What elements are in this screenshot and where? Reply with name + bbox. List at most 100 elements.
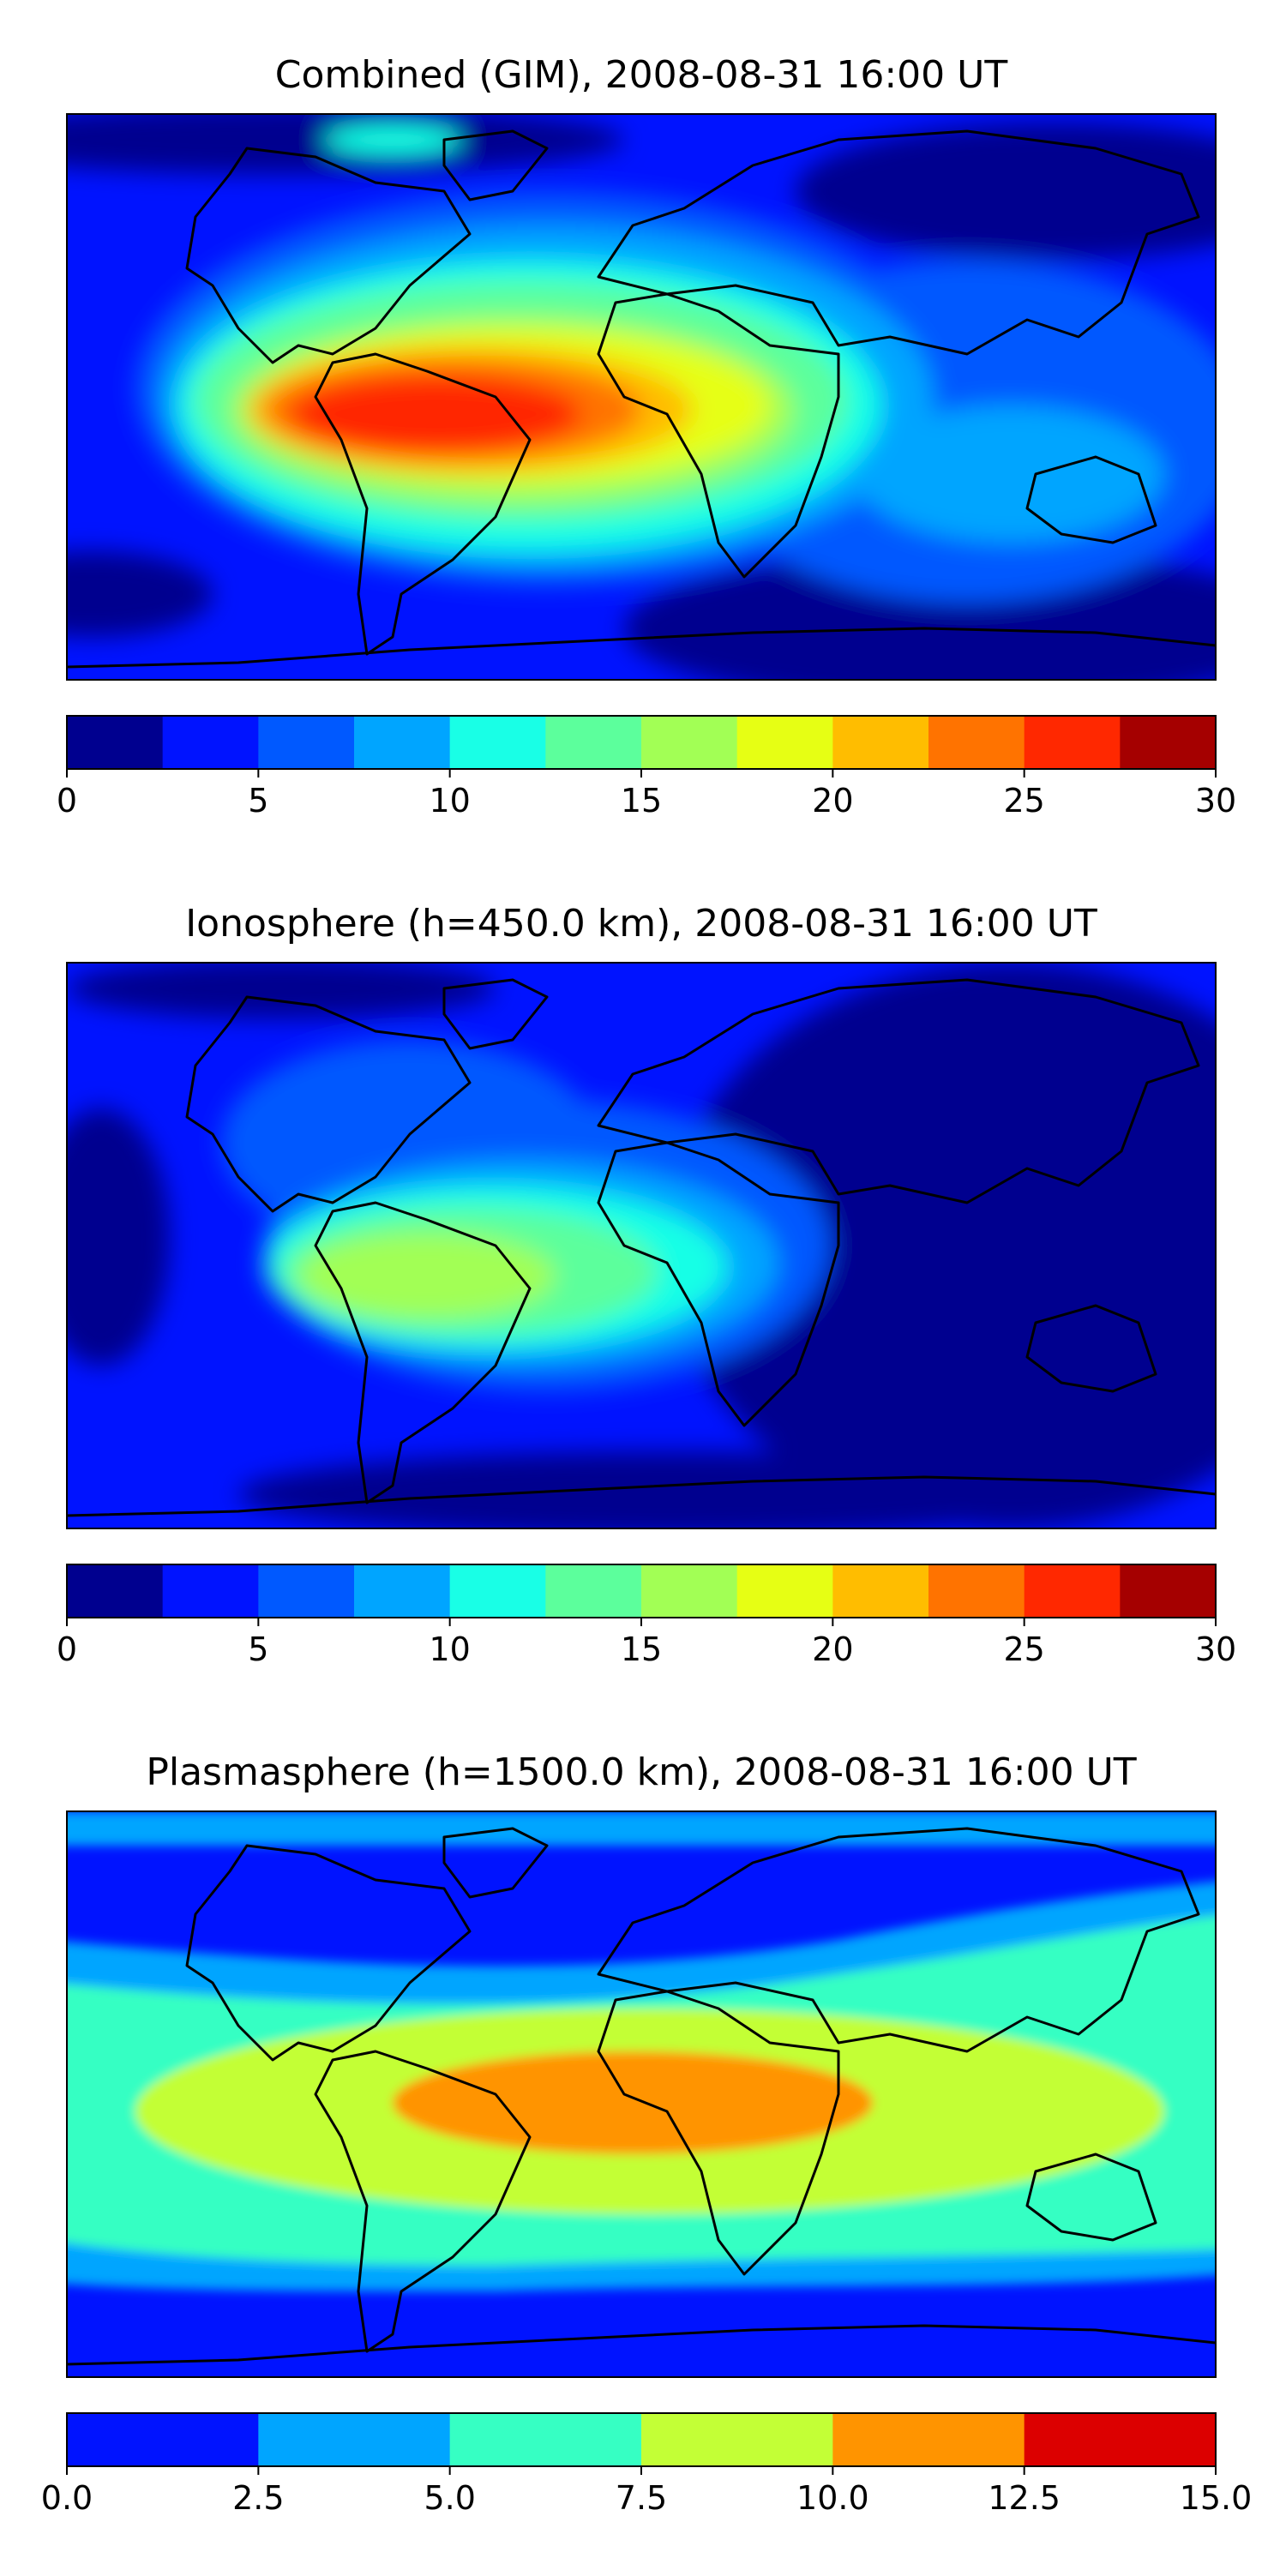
- map-panel: [66, 1810, 1217, 2378]
- coastline-north-america: [185, 995, 472, 1213]
- colorbar-segment: [832, 1564, 929, 1618]
- colorbar-tick-label: 30: [1195, 782, 1236, 820]
- coastline-south-america: [314, 2050, 532, 2353]
- coastline-south-america: [314, 352, 532, 656]
- coastline-south-america: [314, 1201, 532, 1504]
- colorbar-tick-label: 10: [429, 1630, 470, 1668]
- coastline-antarctica: [67, 627, 1216, 669]
- colorbar-tick-label: 30: [1195, 1630, 1236, 1668]
- colorbar-segment: [1024, 2413, 1217, 2466]
- colorbar-segment: [832, 716, 929, 769]
- colorbar-segment: [258, 2413, 451, 2466]
- field-region: [67, 963, 496, 1018]
- colorbar-tick-label: 7.5: [616, 2479, 667, 2517]
- colorbar-tick-label: 25: [1003, 1630, 1044, 1668]
- colorbar-tick-label: 15.0: [1180, 2479, 1253, 2517]
- coastline-eurasia: [597, 1827, 1200, 2053]
- colorbar-segment: [449, 716, 546, 769]
- map-frame: [66, 962, 1217, 1529]
- map-frame: [66, 1810, 1217, 2378]
- field-region: [238, 1451, 1096, 1528]
- field-region: [324, 124, 461, 155]
- colorbar-segment: [928, 1564, 1025, 1618]
- colorbar-segment: [258, 1564, 355, 1618]
- colorbar-tick-label: 20: [812, 1630, 853, 1668]
- map-field: [67, 114, 1216, 680]
- coastline-australia: [1025, 455, 1157, 544]
- chart-title: Ionosphere (h=450.0 km), 2008-08-31 16:0…: [185, 902, 1097, 946]
- coastline-greenland: [442, 129, 549, 201]
- coastlines: [67, 129, 1216, 669]
- colorbar-segment: [832, 2413, 1025, 2466]
- coastline-eurasia: [597, 978, 1200, 1204]
- coastlines: [67, 1827, 1216, 2366]
- colorbar-segment: [1120, 1564, 1217, 1618]
- field-region: [67, 1108, 170, 1366]
- colorbar-segment: [641, 1564, 738, 1618]
- colorbar-tick-label: 12.5: [988, 2479, 1061, 2517]
- colorbar-segment: [449, 1564, 546, 1618]
- colorbar-tick-label: 10: [429, 782, 470, 820]
- colorbar-tick-label: 5: [248, 1630, 268, 1668]
- colorbar-segment: [736, 716, 833, 769]
- map-panel: [66, 962, 1217, 1529]
- colorbar-tick-label: 15: [621, 782, 662, 820]
- coastline-north-america: [185, 1844, 472, 2062]
- colorbar-segment: [1120, 716, 1217, 769]
- colorbar: 0 5 10 15 20 25 30: [57, 1564, 1236, 1668]
- chart-title: Plasmasphere (h=1500.0 km), 2008-08-31 1…: [146, 1750, 1136, 1794]
- field-region: [290, 375, 581, 453]
- coastline-eurasia: [597, 129, 1200, 356]
- field-region: [796, 123, 1216, 260]
- colorbar-segment: [545, 1564, 642, 1618]
- panel-combined: Combined (GIM), 2008-08-31 16:00 UT: [57, 53, 1236, 820]
- coastline-australia: [1025, 1304, 1157, 1393]
- map-field: [67, 1811, 1216, 2377]
- field-region: [67, 1811, 1216, 1846]
- colorbar-segment: [258, 716, 355, 769]
- field-region: [67, 551, 213, 637]
- colorbar-segment: [545, 716, 642, 769]
- colorbar-segment: [162, 716, 259, 769]
- coastline-greenland: [442, 1827, 549, 1899]
- coastline-australia: [1025, 2153, 1157, 2242]
- chart-title: Combined (GIM), 2008-08-31 16:00 UT: [275, 53, 1008, 97]
- map-frame: [66, 113, 1217, 681]
- colorbar-segment: [67, 1564, 164, 1618]
- colorbar-segment: [67, 2413, 259, 2466]
- colorbar-tick-label: 25: [1003, 782, 1044, 820]
- coastline-antarctica: [67, 2324, 1216, 2366]
- colorbar-segment: [1024, 1564, 1121, 1618]
- coastline-africa: [597, 1990, 840, 2276]
- coastline-north-america: [185, 147, 472, 364]
- colorbar-segment: [354, 716, 451, 769]
- coastlines: [67, 978, 1216, 1517]
- colorbar-segment: [1024, 716, 1121, 769]
- map-panel: [66, 113, 1217, 681]
- coastline-greenland: [442, 978, 549, 1050]
- panel-ionosphere: Ionosphere (h=450.0 km), 2008-08-31 16:0…: [57, 902, 1236, 1668]
- coastline-antarctica: [67, 1475, 1216, 1517]
- panel-plasmasphere: Plasmasphere (h=1500.0 km), 2008-08-31 1…: [41, 1750, 1253, 2517]
- colorbar-tick-label: 5.0: [424, 2479, 475, 2517]
- colorbar-segment: [67, 716, 164, 769]
- colorbar-tick-label: 5: [248, 782, 268, 820]
- colorbar-segment: [928, 716, 1025, 769]
- colorbar-tick-label: 15: [621, 1630, 662, 1668]
- colorbar: 0.0 2.5 5.0 7.5 10.0 12.5 15.0: [41, 2412, 1253, 2517]
- map-field: [67, 963, 1216, 1528]
- coastline-africa: [597, 292, 840, 579]
- colorbar-tick-label: 0: [57, 1630, 77, 1668]
- colorbar-tick-label: 20: [812, 782, 853, 820]
- colorbar-tick-label: 0: [57, 782, 77, 820]
- field-region: [856, 405, 1164, 543]
- colorbar: 0 5 10 15 20 25 30: [57, 715, 1236, 820]
- colorbar-tick-label: 2.5: [232, 2479, 284, 2517]
- colorbar-segment: [449, 2413, 642, 2466]
- field-region: [393, 2051, 873, 2154]
- colorbar-segment: [641, 716, 738, 769]
- coastline-africa: [597, 1141, 840, 1427]
- colorbar-tick-label: 0.0: [41, 2479, 93, 2517]
- colorbar-segment: [736, 1564, 833, 1618]
